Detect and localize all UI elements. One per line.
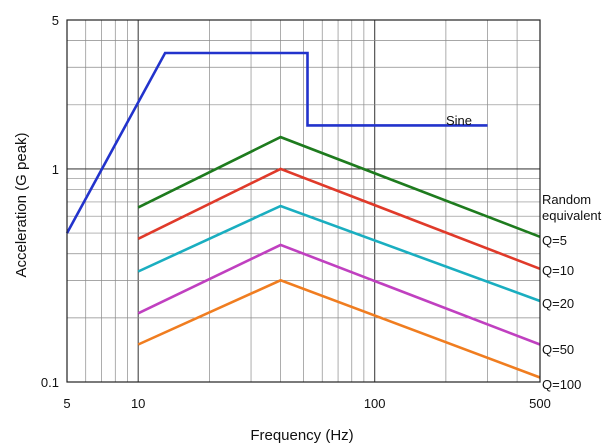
y-tick-label: 5	[52, 13, 59, 28]
x-tick-label: 100	[364, 396, 386, 411]
series-line-4	[137, 243, 541, 346]
series-line-1	[137, 135, 541, 239]
series-lines	[65, 51, 541, 379]
y-axis-title: Acceleration (G peak)	[13, 132, 30, 277]
x-tick-label: 500	[529, 396, 551, 411]
series-line-5	[137, 278, 541, 379]
series-label-q100: Q=100	[542, 377, 581, 392]
series-label-equivalent: equivalent	[542, 208, 602, 223]
series-line-3	[137, 204, 541, 303]
series-line-2	[137, 167, 541, 271]
x-tick-label: 5	[63, 396, 70, 411]
y-tick-label: 1	[52, 162, 59, 177]
series-line-0	[65, 51, 488, 234]
y-tick-label: 0.1	[41, 375, 59, 390]
x-tick-label: 10	[131, 396, 145, 411]
series-label-sine: Sine	[446, 113, 472, 128]
tick-labels: 5 10 100 500 0.1 1 5	[41, 13, 551, 411]
series-label-q5: Q=5	[542, 233, 567, 248]
series-label-q50: Q=50	[542, 342, 574, 357]
series-label-q10: Q=10	[542, 263, 574, 278]
plot-frame	[66, 19, 541, 383]
series-label-q20: Q=20	[542, 296, 574, 311]
x-axis-title: Frequency (Hz)	[250, 427, 353, 444]
series-label-random: Random	[542, 192, 591, 207]
